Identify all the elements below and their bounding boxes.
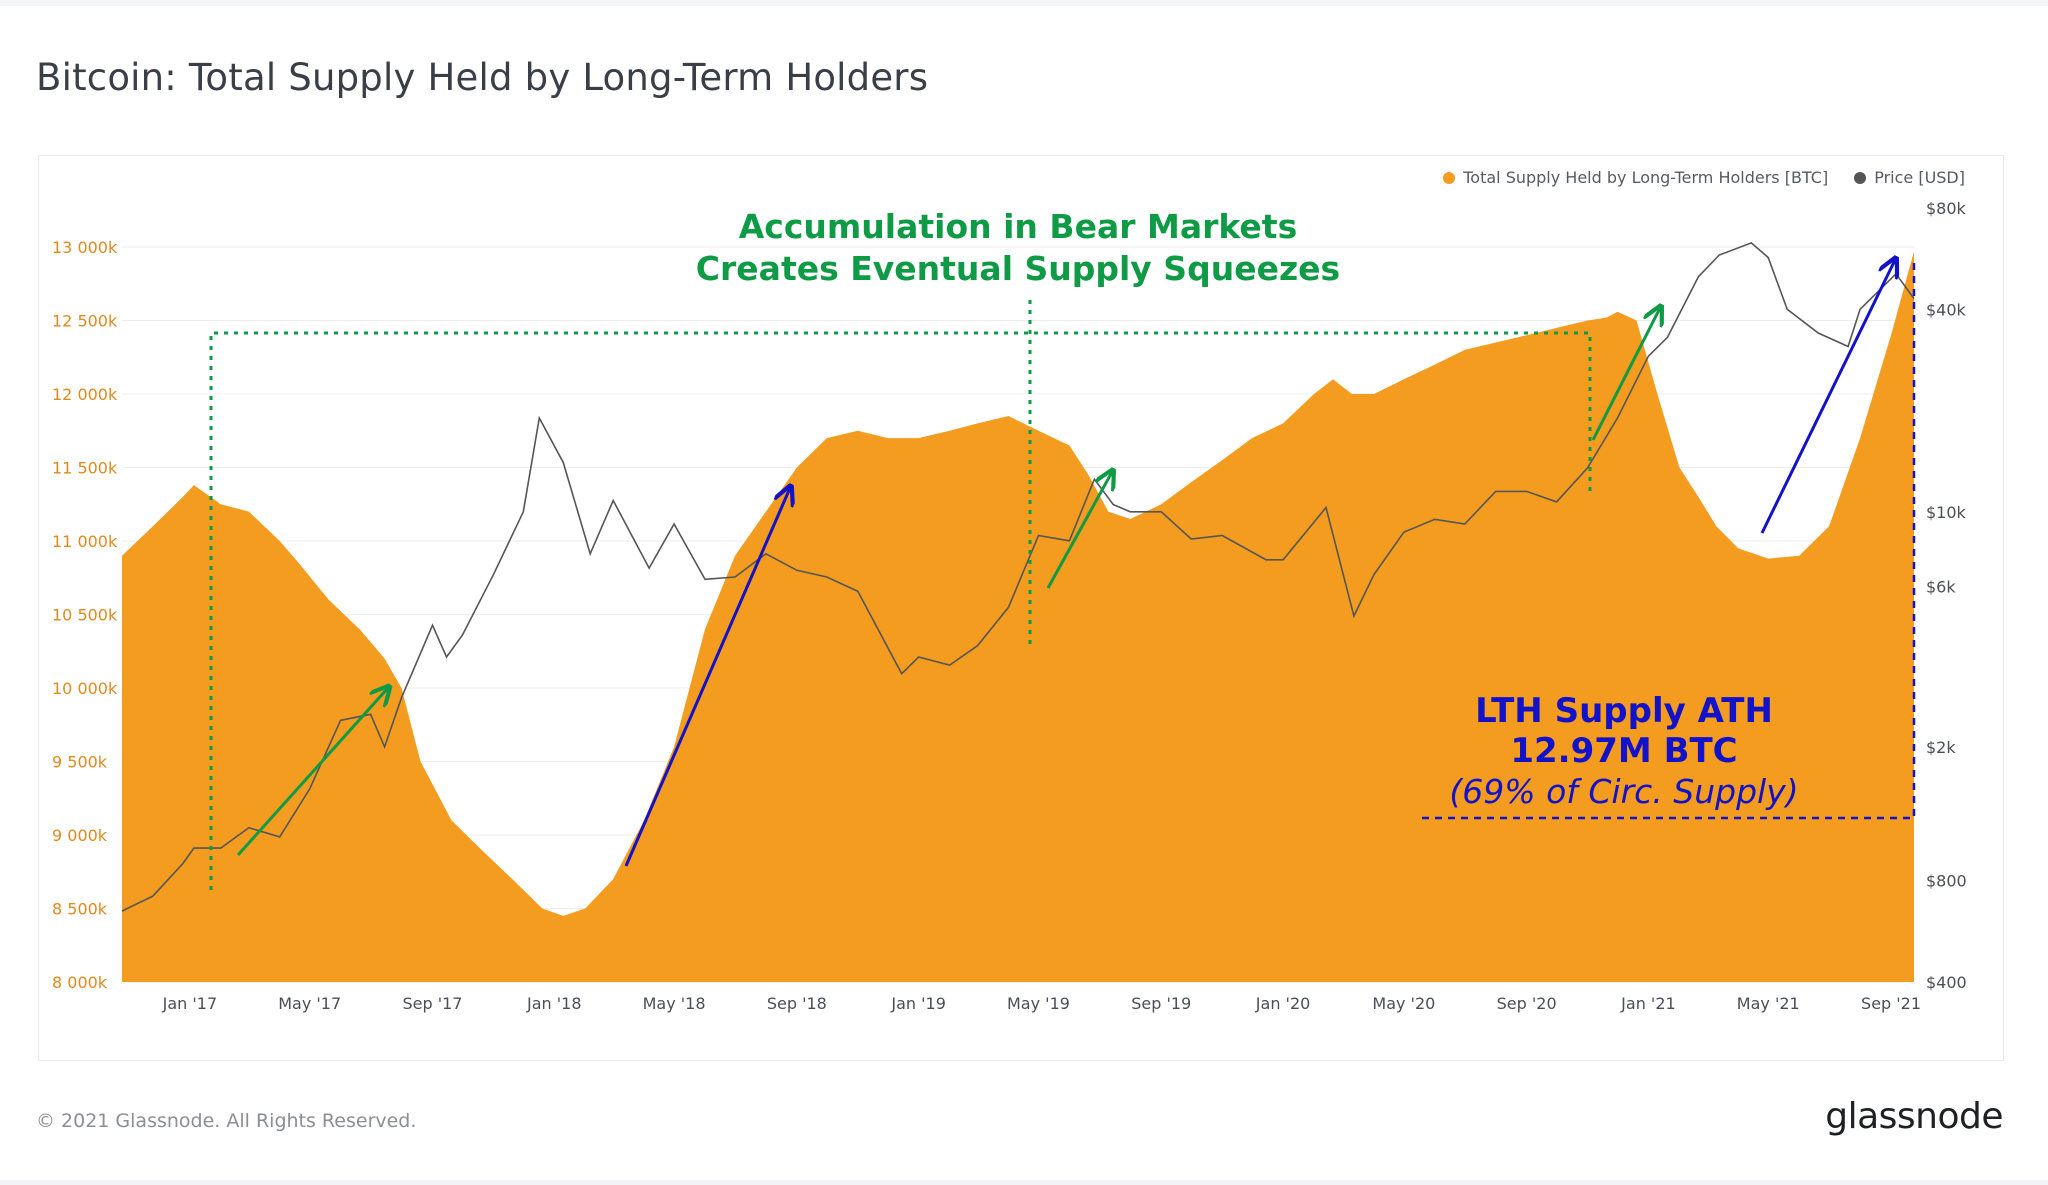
supply-area-layer bbox=[122, 251, 1914, 982]
y-left-tick-label: 12 500k bbox=[52, 312, 118, 331]
annotation-supply-squeezes: Creates Eventual Supply Squeezes bbox=[696, 249, 1340, 288]
x-tick-label: May '20 bbox=[1372, 994, 1435, 1013]
legend-swatch-price bbox=[1854, 171, 1867, 184]
x-tick-label: May '18 bbox=[643, 994, 706, 1013]
y-left-tick-label: 10 500k bbox=[52, 606, 118, 625]
x-tick-label: May '21 bbox=[1737, 994, 1800, 1013]
right-axis-ticks: $400 $800 $2k $6k $10k $40k $80k bbox=[1926, 199, 1967, 992]
x-tick-label: Sep '18 bbox=[767, 994, 827, 1013]
left-axis-ticks: 8 000k 8 500k 9 000k 9 500k 10 000k 10 500k 11… bbox=[52, 238, 118, 992]
page-title: Bitcoin: Total Supply Held by Long-Term … bbox=[36, 56, 929, 99]
annotation-lth-value: 12.97M BTC bbox=[1510, 731, 1737, 771]
x-axis-ticks: Jan '17 May '17 Sep '17 Jan '18 May '18 Sep '… bbox=[162, 994, 1921, 1013]
y-left-tick-label: 13 000k bbox=[52, 238, 118, 257]
x-tick-label: Jan '17 bbox=[162, 994, 218, 1013]
top-rule bbox=[0, 0, 2048, 6]
annotation-circ-supply: (69% of Circ. Supply) bbox=[1449, 772, 1798, 811]
y-left-tick-label: 11 000k bbox=[52, 532, 118, 551]
x-tick-label: May '17 bbox=[278, 994, 341, 1013]
y-left-tick-label: 10 000k bbox=[52, 679, 118, 698]
y-right-tick-label: $800 bbox=[1926, 872, 1967, 891]
green-arrow-2017 bbox=[236, 688, 388, 857]
copyright-text: © 2021 Glassnode. All Rights Reserved. bbox=[36, 1110, 417, 1132]
x-tick-label: Jan '21 bbox=[1620, 994, 1676, 1013]
y-left-tick-label: 8 500k bbox=[52, 900, 108, 919]
price-line-layer bbox=[121, 241, 1915, 912]
supply-area bbox=[122, 251, 1914, 982]
y-right-tick-label: $400 bbox=[1926, 973, 1967, 992]
legend-label-supply: Total Supply Held by Long-Term Holders [… bbox=[1463, 168, 1829, 187]
legend-item-price[interactable]: Price [USD] bbox=[1854, 168, 1965, 187]
blue-arrow-2018 bbox=[624, 488, 790, 867]
legend-item-supply[interactable]: Total Supply Held by Long-Term Holders [… bbox=[1443, 168, 1828, 187]
legend-swatch-supply bbox=[1443, 171, 1456, 184]
x-tick-label: Jan '20 bbox=[1255, 994, 1311, 1013]
y-left-tick-label: 8 000k bbox=[52, 973, 108, 992]
bottom-rule bbox=[0, 1180, 2048, 1185]
x-tick-label: Sep '17 bbox=[402, 994, 462, 1013]
x-tick-label: Jan '18 bbox=[526, 994, 582, 1013]
annotation-lth-ath: LTH Supply ATH bbox=[1475, 691, 1773, 731]
legend-label-price: Price [USD] bbox=[1874, 168, 1965, 187]
blue-dashed-ath-marker bbox=[1422, 262, 1916, 820]
glassnode-logo: glassnode bbox=[1825, 1096, 2003, 1137]
green-arrow-2019 bbox=[1046, 472, 1112, 589]
y-left-tick-label: 11 500k bbox=[52, 459, 118, 478]
annotation-accumulation: Accumulation in Bear Markets bbox=[739, 207, 1297, 246]
legend: Total Supply Held by Long-Term Holders [… bbox=[1443, 168, 1965, 187]
y-right-tick-label: $10k bbox=[1926, 503, 1967, 522]
y-left-tick-label: 9 000k bbox=[52, 826, 108, 845]
blue-arrow-2021 bbox=[1760, 260, 1895, 534]
x-tick-label: May '19 bbox=[1007, 994, 1070, 1013]
y-left-tick-label: 9 500k bbox=[52, 753, 108, 772]
y-right-tick-label: $6k bbox=[1926, 577, 1956, 596]
x-tick-label: Sep '20 bbox=[1497, 994, 1557, 1013]
y-right-tick-label: $80k bbox=[1926, 199, 1967, 218]
x-tick-label: Jan '19 bbox=[890, 994, 946, 1013]
y-right-tick-label: $40k bbox=[1926, 300, 1967, 319]
y-left-tick-label: 12 000k bbox=[52, 385, 118, 404]
x-tick-label: Sep '21 bbox=[1861, 994, 1921, 1013]
x-tick-label: Sep '19 bbox=[1131, 994, 1191, 1013]
y-right-tick-label: $2k bbox=[1926, 738, 1956, 757]
green-arrow-2020 bbox=[1591, 308, 1660, 441]
price-line bbox=[121, 241, 1915, 912]
